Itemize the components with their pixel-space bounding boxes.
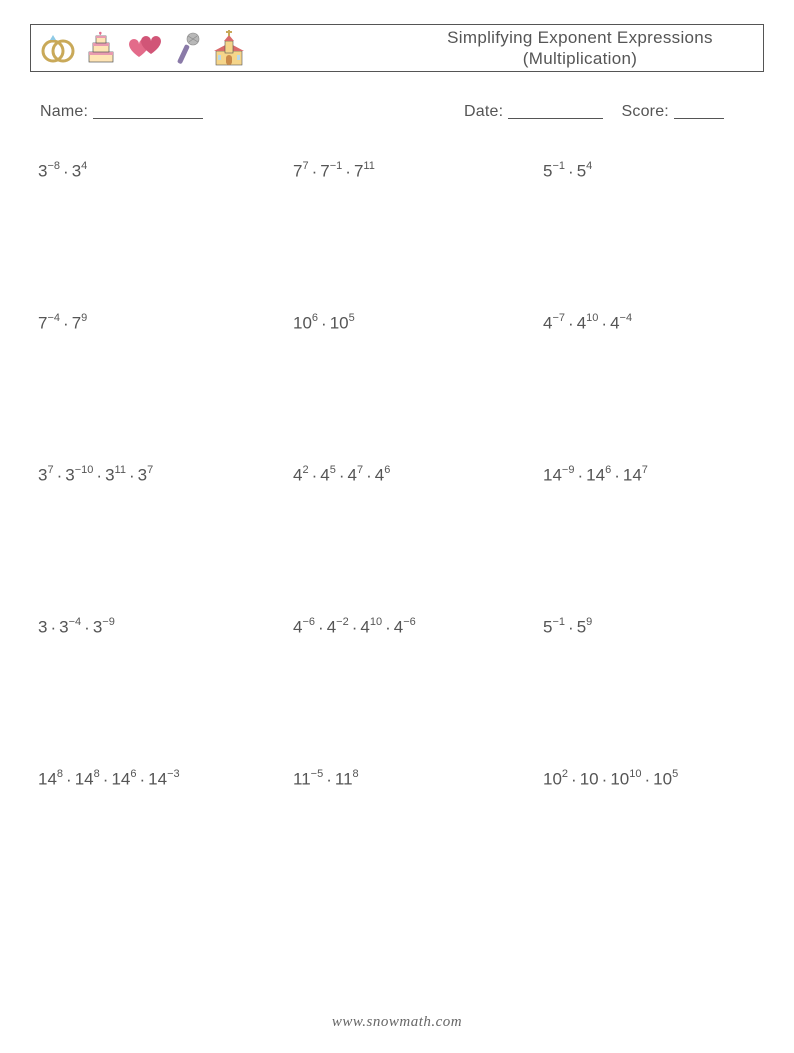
rings-icon — [39, 31, 77, 65]
microphone-icon — [171, 30, 205, 66]
name-blank[interactable] — [93, 103, 203, 119]
problem-cell: 77·7−1·711 — [293, 161, 543, 182]
date-blank[interactable] — [508, 103, 603, 119]
problem-row: 3·3−4·3−94−6·4−2·410·4−65−1·59 — [38, 617, 764, 769]
problem-cell: 7−4·79 — [38, 313, 293, 334]
worksheet-title: Simplifying Exponent Expressions (Multip… — [397, 27, 763, 70]
cake-icon — [83, 30, 119, 66]
score-blank[interactable] — [674, 103, 724, 119]
title-line-1: Simplifying Exponent Expressions — [397, 27, 763, 48]
problem-cell: 11−5·118 — [293, 769, 543, 790]
date-label: Date: — [464, 103, 503, 120]
hearts-icon — [125, 31, 165, 65]
problems-grid: 3−8·3477·7−1·7115−1·547−4·79106·1054−7·4… — [30, 161, 764, 921]
problem-cell: 3−8·34 — [38, 161, 293, 182]
name-label: Name: — [40, 103, 88, 120]
info-row: Name: Date: Score: — [30, 100, 764, 121]
problem-cell: 37·3−10·311·37 — [38, 465, 293, 486]
problem-row: 7−4·79106·1054−7·410·4−4 — [38, 313, 764, 465]
header-box: Simplifying Exponent Expressions (Multip… — [30, 24, 764, 72]
church-icon — [211, 29, 247, 67]
problem-cell: 3·3−4·3−9 — [38, 617, 293, 638]
problem-cell: 4−6·4−2·410·4−6 — [293, 617, 543, 638]
problem-cell: 106·105 — [293, 313, 543, 334]
problem-cell: 148·148·146·14−3 — [38, 769, 293, 790]
title-line-2: (Multiplication) — [397, 48, 763, 69]
footer-text: www.snowmath.com — [332, 1014, 462, 1030]
header-icons — [39, 29, 247, 67]
problem-cell: 42·45·47·46 — [293, 465, 543, 486]
problem-cell: 102·10·1010·105 — [543, 769, 764, 790]
problem-cell: 4−7·410·4−4 — [543, 313, 764, 334]
score-label: Score: — [622, 103, 669, 120]
problem-row: 3−8·3477·7−1·7115−1·54 — [38, 161, 764, 313]
problem-row: 37·3−10·311·3742·45·47·4614−9·146·147 — [38, 465, 764, 617]
problem-cell: 14−9·146·147 — [543, 465, 764, 486]
problem-row: 148·148·146·14−311−5·118102·10·1010·105 — [38, 769, 764, 921]
problem-cell: 5−1·54 — [543, 161, 764, 182]
footer: www.snowmath.com — [0, 1014, 794, 1031]
problem-cell: 5−1·59 — [543, 617, 764, 638]
